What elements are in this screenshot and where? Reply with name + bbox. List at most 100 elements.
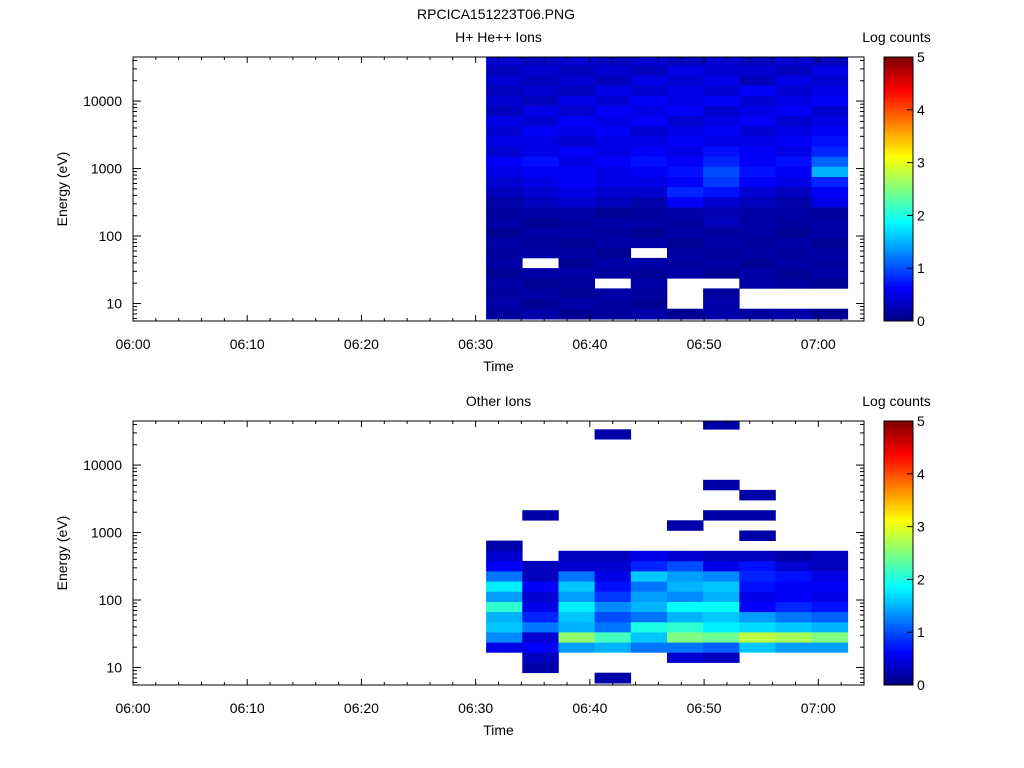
colorbar-segment: [884, 582, 913, 586]
colorbar-segment: [884, 423, 913, 427]
heatmap-cell: [558, 247, 595, 259]
colorbar-segment: [884, 640, 913, 644]
colorbar-segment: [884, 152, 913, 156]
heatmap-cell: [811, 581, 849, 592]
heatmap-cell: [667, 560, 704, 572]
colorbar-segment: [884, 207, 913, 211]
colorbar-segment: [884, 284, 913, 288]
heatmap-cell: [703, 642, 740, 653]
colorbar-tick-label: 5: [917, 413, 925, 429]
heatmap-cell: [775, 611, 812, 623]
heatmap-cell: [522, 186, 559, 198]
heatmap-cell: [739, 85, 776, 96]
heatmap-cell: [558, 85, 595, 96]
heatmap-cell: [630, 146, 668, 157]
heatmap-cell: [486, 146, 523, 157]
colorbar-tick-label: 3: [917, 519, 925, 535]
colorbar-segment: [884, 210, 913, 214]
colorbar-segment: [884, 545, 913, 549]
heatmap-cell: [630, 125, 668, 137]
heatmap-cell: [703, 75, 740, 86]
heatmap-cell: [667, 186, 704, 198]
colorbar-segment: [884, 518, 913, 522]
heatmap-cell: [486, 298, 523, 310]
heatmap-cell: [594, 57, 632, 66]
heatmap-cell: [739, 591, 776, 602]
heatmap-cell: [486, 632, 523, 643]
heatmap-cell: [811, 642, 849, 653]
heatmap-cell: [775, 115, 812, 127]
colorbar-segment: [884, 553, 913, 557]
x-tick-label: 07:00: [801, 700, 836, 716]
colorbar-segment: [884, 167, 913, 171]
heatmap-cell: [594, 288, 632, 299]
heatmap-cell: [486, 308, 523, 320]
heatmap-cell: [594, 298, 632, 310]
heatmap-cell: [775, 571, 812, 582]
colorbar-segment: [884, 473, 913, 477]
y-tick-label: 10: [106, 659, 122, 675]
heatmap-cell: [594, 601, 632, 613]
heatmap-cell: [522, 298, 559, 310]
heatmap-cell: [558, 642, 595, 653]
heatmap-cell: [558, 196, 595, 208]
heatmap-cell: [775, 642, 812, 653]
colorbar-segment: [884, 146, 913, 150]
colorbar-segment: [884, 457, 913, 461]
heatmap-cell: [522, 591, 559, 602]
heatmap-cell: [667, 247, 704, 259]
heatmap-cell: [739, 510, 776, 521]
heatmap-cell: [594, 176, 632, 188]
heatmap-cell: [811, 621, 849, 633]
colorbar-segment: [884, 587, 913, 591]
heatmap-cell: [594, 136, 632, 147]
colorbar-segment: [884, 125, 913, 129]
colorbar-segment: [884, 645, 913, 649]
heatmap-cell: [558, 237, 595, 249]
heatmap-cell: [703, 621, 740, 633]
heatmap-cell: [558, 156, 595, 167]
heatmap-cell: [739, 601, 776, 613]
x-tick-label: 06:50: [687, 700, 722, 716]
heatmap-cell: [558, 621, 595, 633]
heatmap-cell: [703, 176, 740, 188]
colorbar-segment: [884, 682, 913, 686]
heatmap-cell: [630, 611, 668, 623]
heatmap-cell: [522, 662, 559, 674]
y-axis-label: Energy (eV): [54, 516, 70, 591]
heatmap-cell: [558, 207, 595, 218]
colorbar-segment: [884, 661, 913, 665]
heatmap-cell: [703, 652, 740, 663]
colorbar-tick-label: 2: [917, 207, 925, 223]
colorbar-segment: [884, 597, 913, 601]
heatmap-cell: [594, 85, 632, 96]
colorbar-tick-label: 0: [917, 313, 925, 329]
heatmap-cell: [811, 247, 849, 259]
heatmap-cell: [811, 166, 849, 177]
heatmap-cell: [558, 257, 595, 269]
heatmap-cell: [667, 642, 704, 653]
colorbar-segment: [884, 204, 913, 208]
heatmap-cells: [486, 57, 849, 320]
heatmap-cell: [667, 652, 704, 663]
heatmap-cell: [630, 237, 668, 249]
heatmap-cell: [558, 125, 595, 137]
x-tick-label: 06:20: [344, 700, 379, 716]
heatmap-cell: [703, 550, 740, 562]
heatmap-cell: [703, 125, 740, 137]
colorbar-segment: [884, 252, 913, 256]
heatmap-cell: [667, 105, 704, 117]
heatmap-cell: [486, 581, 523, 592]
colorbar-frame: [883, 56, 914, 322]
colorbar-segment: [884, 547, 913, 551]
heatmap-cell: [667, 227, 704, 238]
colorbar-segment: [884, 183, 913, 187]
colorbar-segment: [884, 521, 913, 525]
colorbar-segment: [884, 574, 913, 578]
heatmap-cell: [522, 621, 559, 633]
colorbar-segment: [884, 310, 913, 314]
colorbar-segment: [884, 600, 913, 604]
heatmap-cell: [558, 217, 595, 228]
heatmap-cell: [811, 550, 849, 562]
heatmap-cell: [703, 308, 740, 320]
